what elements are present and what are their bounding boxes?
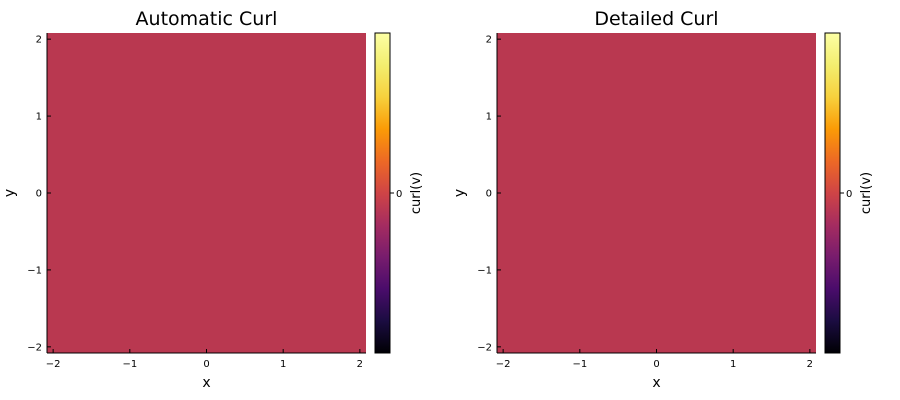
colorbar-tick-label: 0 bbox=[396, 189, 402, 200]
x-tick-label: 1 bbox=[730, 359, 736, 370]
colorbar-gradient bbox=[825, 33, 840, 353]
heatmap-cell bbox=[47, 33, 366, 353]
y-tick-label: −2 bbox=[477, 342, 492, 353]
x-tick-label: 0 bbox=[203, 359, 209, 370]
x-axis-label: x bbox=[202, 375, 210, 391]
heatmap-cell bbox=[497, 33, 816, 353]
y-tick-label: 1 bbox=[36, 112, 42, 123]
y-tick-label: 2 bbox=[486, 35, 492, 46]
x-tick-label: 1 bbox=[280, 359, 286, 370]
x-tick-label: 2 bbox=[807, 359, 813, 370]
colorbar: 0 curl(v) bbox=[825, 33, 874, 353]
y-axis-label: y bbox=[2, 189, 18, 197]
y-tick-label: −1 bbox=[27, 265, 42, 276]
chart-title: Detailed Curl bbox=[594, 8, 718, 30]
x-tick-label: 2 bbox=[357, 359, 363, 370]
panel-detailed-curl: Detailed Curl −2 −1 0 1 2 −2 bbox=[452, 8, 874, 391]
y-tick-label: 0 bbox=[486, 189, 492, 200]
x-tick-label: −1 bbox=[122, 359, 137, 370]
panel-automatic-curl: Automatic Curl −2 −1 0 1 2 −2 bbox=[2, 8, 424, 391]
chart-title: Automatic Curl bbox=[136, 8, 278, 30]
x-tick-label: −2 bbox=[46, 359, 61, 370]
y-axis-label: y bbox=[452, 189, 468, 197]
colorbar-tick-label: 0 bbox=[846, 189, 852, 200]
y-tick-label: 0 bbox=[36, 189, 42, 200]
y-tick-label: 2 bbox=[36, 35, 42, 46]
x-axis-label: x bbox=[652, 375, 660, 391]
colorbar-gradient bbox=[375, 33, 390, 353]
colorbar-label: curl(v) bbox=[409, 172, 424, 214]
y-tick-label: −1 bbox=[477, 265, 492, 276]
colorbar: 0 curl(v) bbox=[375, 33, 424, 353]
y-tick-label: 1 bbox=[486, 112, 492, 123]
colorbar-label: curl(v) bbox=[859, 172, 874, 214]
y-tick-label: −2 bbox=[27, 342, 42, 353]
x-tick-label: −1 bbox=[572, 359, 587, 370]
x-tick-label: −2 bbox=[496, 359, 511, 370]
x-tick-label: 0 bbox=[653, 359, 659, 370]
